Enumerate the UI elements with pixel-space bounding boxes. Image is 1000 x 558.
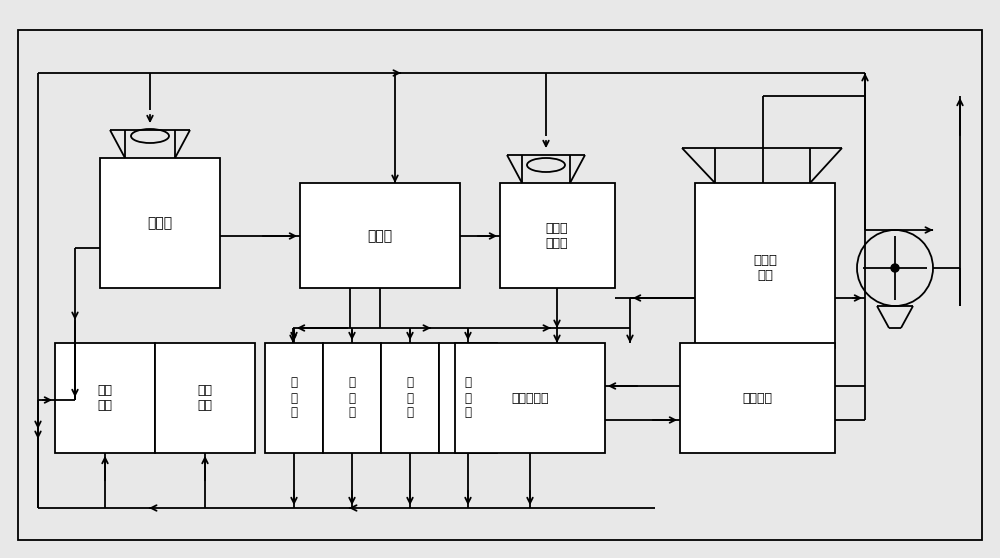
Bar — [55, 343, 155, 453]
Text: 蚀刻
液舱: 蚀刻 液舱 — [197, 384, 212, 412]
Circle shape — [891, 264, 899, 272]
Bar — [265, 343, 323, 453]
Bar — [695, 183, 835, 348]
Bar — [381, 343, 439, 453]
Text: 溶解吸收缸: 溶解吸收缸 — [511, 392, 549, 405]
Text: 蚀刻槽: 蚀刻槽 — [367, 229, 393, 243]
Text: 阴
极
区: 阴 极 区 — [464, 377, 472, 420]
Bar — [455, 343, 605, 453]
Bar — [100, 158, 220, 288]
Text: 废液桶: 废液桶 — [147, 216, 173, 230]
Bar — [300, 183, 460, 288]
Text: 再生
液舱: 再生 液舱 — [98, 384, 112, 412]
Bar — [500, 183, 615, 288]
Text: 废气处
理塔: 废气处 理塔 — [753, 254, 777, 282]
Text: 阴
极
区: 阴 极 区 — [349, 377, 356, 420]
Text: 阳
极
区: 阳 极 区 — [406, 377, 414, 420]
Text: 再生液
中转桶: 再生液 中转桶 — [546, 222, 568, 250]
Bar — [439, 343, 497, 453]
Bar — [155, 343, 255, 453]
Bar — [680, 343, 835, 453]
Text: 阳
极
区: 阳 极 区 — [290, 377, 298, 420]
Bar — [323, 343, 381, 453]
Text: 水吸收缸: 水吸收缸 — [742, 392, 772, 405]
